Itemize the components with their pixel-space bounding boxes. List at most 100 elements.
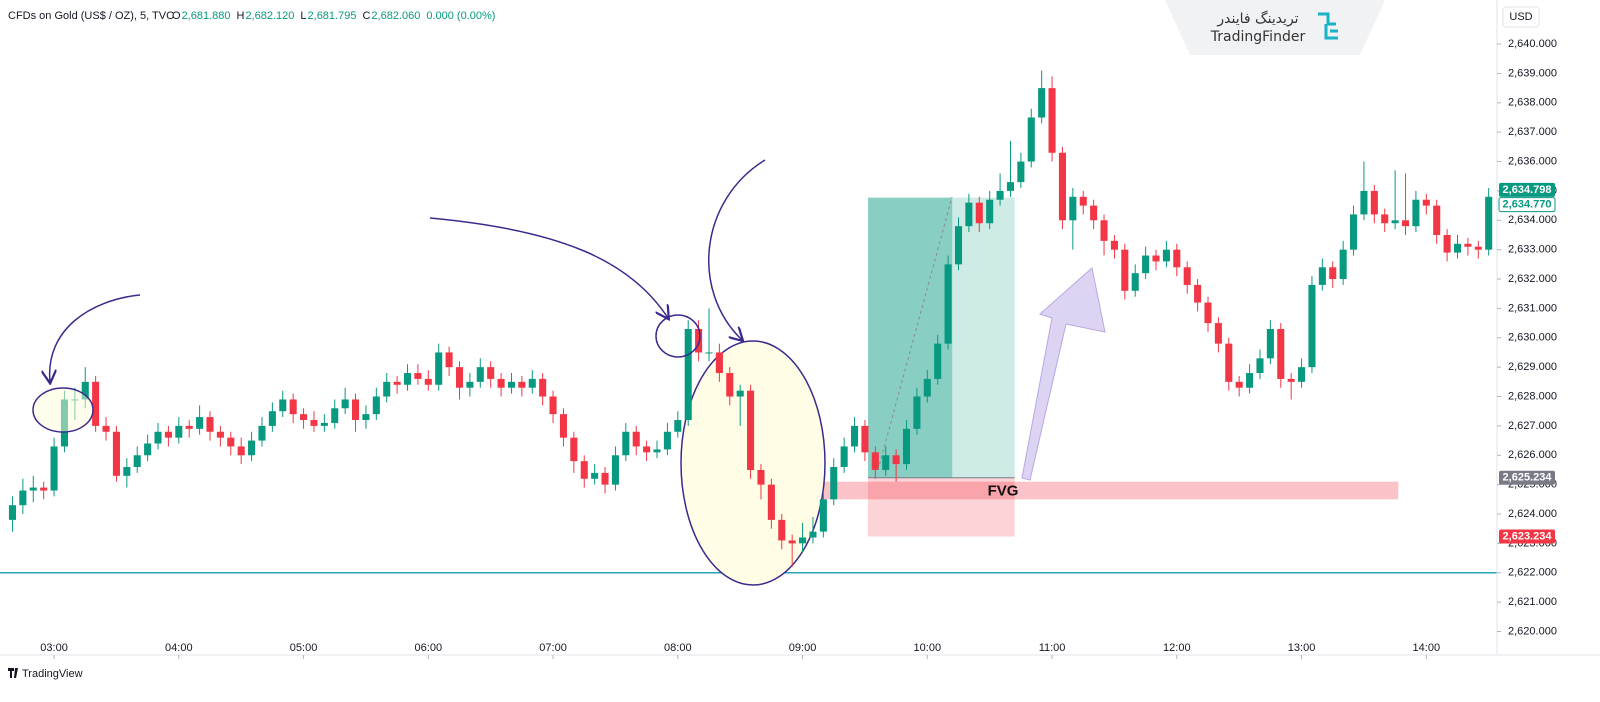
candle-body xyxy=(216,431,224,438)
field-value: 2,681.880 xyxy=(182,10,231,22)
price-tag xyxy=(1499,529,1555,544)
candle-body xyxy=(1006,182,1015,191)
candle-body xyxy=(1474,246,1482,250)
candle-body xyxy=(1464,243,1472,247)
candle-body xyxy=(1298,367,1306,382)
candle-body xyxy=(383,381,391,397)
newyork-ellipse xyxy=(655,314,701,358)
candle-body xyxy=(40,487,48,491)
candle-body xyxy=(539,378,547,397)
candle-body xyxy=(1235,381,1243,388)
y-tick-label: 2,622.000 xyxy=(1508,567,1557,579)
candle-body xyxy=(1485,196,1493,250)
field-label: O xyxy=(172,10,181,22)
candle-body xyxy=(923,378,931,397)
y-tick-label: 2,627.000 xyxy=(1508,420,1557,432)
x-tick-label: 13:00 xyxy=(1288,642,1316,654)
candle-body xyxy=(1183,267,1191,285)
change: 0.000 (0.00%) xyxy=(426,10,495,22)
candle-body xyxy=(684,328,692,421)
candle-body xyxy=(92,381,100,426)
candle-body xyxy=(289,399,297,415)
logo-bg xyxy=(1165,0,1385,55)
candle-body xyxy=(362,414,370,421)
candle-body xyxy=(1017,161,1025,183)
candle-body xyxy=(747,390,755,470)
candle-body xyxy=(331,408,339,423)
y-tick-label: 2,630.000 xyxy=(1508,332,1557,344)
footer: TradingView xyxy=(22,668,83,680)
candle-body xyxy=(1370,190,1378,215)
candle-body xyxy=(1391,220,1399,224)
x-tick-label: 11:00 xyxy=(1039,642,1066,654)
candle-body xyxy=(965,202,973,227)
x-tick-label: 12:00 xyxy=(1163,642,1191,654)
x-tick-label: 07:00 xyxy=(539,642,567,654)
candle-body xyxy=(1214,323,1222,344)
candle-body xyxy=(1287,378,1295,382)
candle-body xyxy=(799,537,807,544)
candle-body xyxy=(424,378,432,385)
candle-body xyxy=(1339,249,1347,280)
candle-body xyxy=(1204,302,1212,324)
candle-body xyxy=(310,420,318,426)
candle-body xyxy=(601,472,609,485)
field-label: C xyxy=(362,10,370,22)
y-tick-label: 2,620.000 xyxy=(1508,625,1557,637)
y-tick-label: 2,624.000 xyxy=(1508,508,1557,520)
field-label: H xyxy=(237,10,245,22)
candle-body xyxy=(1412,199,1420,227)
fvg-label: FVG xyxy=(988,482,1019,499)
candle-body xyxy=(819,499,827,532)
candle-body xyxy=(248,440,256,456)
x-tick-label: 10:00 xyxy=(914,642,942,654)
candle-body xyxy=(1329,267,1337,280)
price-tag xyxy=(1498,197,1556,213)
candle-body xyxy=(871,452,879,470)
candle-body xyxy=(196,417,204,429)
candle-body xyxy=(851,425,859,447)
ohlc-fields: O 2,681.880 H 2,682.120 L 2,681.795 C 2,682.060… xyxy=(172,10,495,22)
candle-body xyxy=(1350,214,1358,250)
candle-body xyxy=(653,449,661,453)
candle-body xyxy=(1173,249,1181,268)
y-tick-label: 2,633.000 xyxy=(1508,244,1557,256)
candle-body xyxy=(154,431,162,444)
candle-body xyxy=(50,446,58,491)
candle-body xyxy=(1318,267,1326,285)
candle-body xyxy=(902,428,911,465)
candle-body xyxy=(1048,88,1056,153)
candle-body xyxy=(954,226,963,265)
candle-body xyxy=(663,431,671,450)
candle-body xyxy=(622,431,630,456)
y-tick-label: 2,637.000 xyxy=(1508,126,1557,138)
candle-body xyxy=(996,190,1004,200)
candle-body xyxy=(726,373,734,397)
candle-body xyxy=(1381,214,1389,224)
price-tag xyxy=(1499,182,1555,197)
candle-body xyxy=(1256,358,1264,374)
candle-body xyxy=(1443,234,1451,253)
price-tag xyxy=(1499,470,1555,485)
candle-body xyxy=(1142,255,1150,274)
x-tick-label: 08:00 xyxy=(664,642,692,654)
y-tick-label: 2,636.000 xyxy=(1508,155,1557,167)
candle-body xyxy=(1422,199,1430,206)
candle-body xyxy=(986,199,994,224)
candle-body xyxy=(934,343,942,379)
target-zone-filled xyxy=(868,197,953,478)
candle-body xyxy=(861,425,869,453)
candle-body xyxy=(1266,328,1274,359)
axes: 2,620.0002,621.0002,622.0002,623.0002,62… xyxy=(40,38,1557,659)
candle-body xyxy=(29,487,37,491)
candle-body xyxy=(892,455,900,465)
candle-body xyxy=(1277,328,1285,379)
candle-body xyxy=(237,446,245,456)
price-tag-label: 2,634.798 xyxy=(1503,184,1552,196)
candle-body xyxy=(913,396,921,429)
candle-body xyxy=(528,378,536,388)
candle-body xyxy=(736,390,744,397)
x-tick-label: 05:00 xyxy=(290,642,318,654)
price-tag-label: 2,625.234 xyxy=(1503,472,1553,484)
x-tick-label: 09:00 xyxy=(789,642,817,654)
